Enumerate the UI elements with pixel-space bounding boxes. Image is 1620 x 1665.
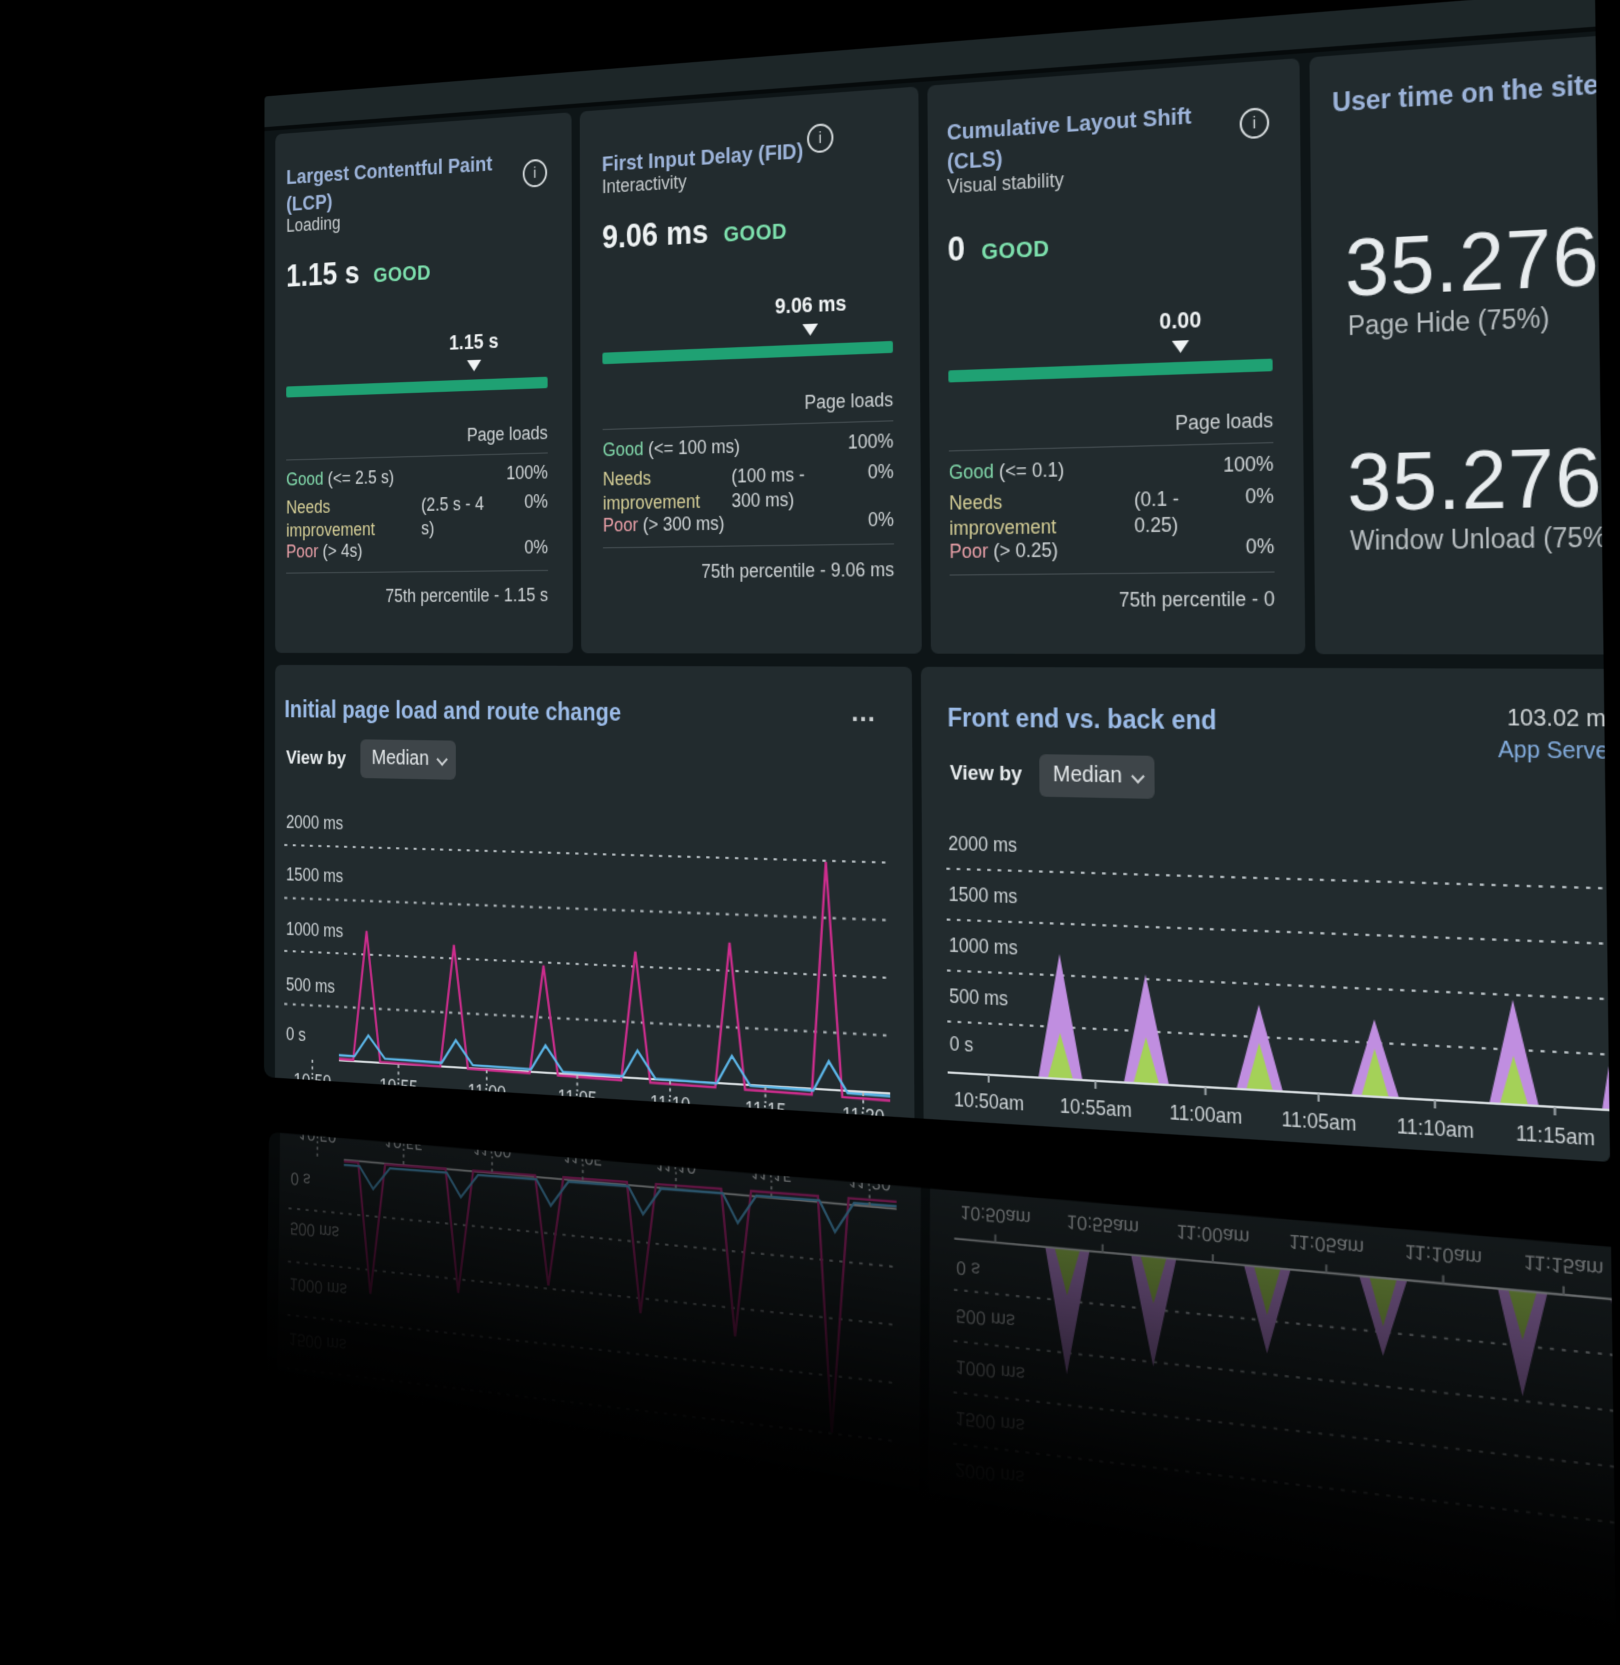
- svg-text:500 ms: 500 ms: [286, 976, 335, 998]
- svg-text:11:15am: 11:15am: [1516, 1123, 1596, 1150]
- svg-text:500 ms: 500 ms: [949, 987, 1008, 1011]
- svg-text:11:20: 11:20: [842, 1105, 885, 1128]
- svg-text:0 s: 0 s: [286, 1025, 306, 1045]
- svg-text:11:15: 11:15: [745, 1099, 787, 1122]
- svg-text:10:50: 10:50: [294, 1071, 332, 1093]
- svg-text:2000 ms: 2000 ms: [948, 834, 1017, 857]
- svg-text:11:05: 11:05: [558, 1088, 597, 1110]
- svg-text:10:55: 10:55: [379, 1077, 418, 1099]
- svg-text:11:00am: 11:00am: [1169, 1103, 1242, 1129]
- svg-text:11:00: 11:00: [468, 1082, 506, 1104]
- svg-text:10:55am: 10:55am: [1060, 1096, 1132, 1122]
- svg-text:11:10: 11:10: [650, 1093, 690, 1116]
- svg-text:1500 ms: 1500 ms: [949, 885, 1018, 908]
- svg-text:1000 ms: 1000 ms: [286, 920, 343, 941]
- svg-text:1000 ms: 1000 ms: [949, 936, 1018, 960]
- svg-text:11:10am: 11:10am: [1397, 1116, 1474, 1143]
- svg-text:0 s: 0 s: [949, 1034, 973, 1056]
- svg-text:1500 ms: 1500 ms: [286, 866, 343, 887]
- svg-text:2000 ms: 2000 ms: [286, 813, 343, 834]
- svg-text:11:05am: 11:05am: [1281, 1109, 1356, 1135]
- svg-text:10:50am: 10:50am: [954, 1090, 1024, 1115]
